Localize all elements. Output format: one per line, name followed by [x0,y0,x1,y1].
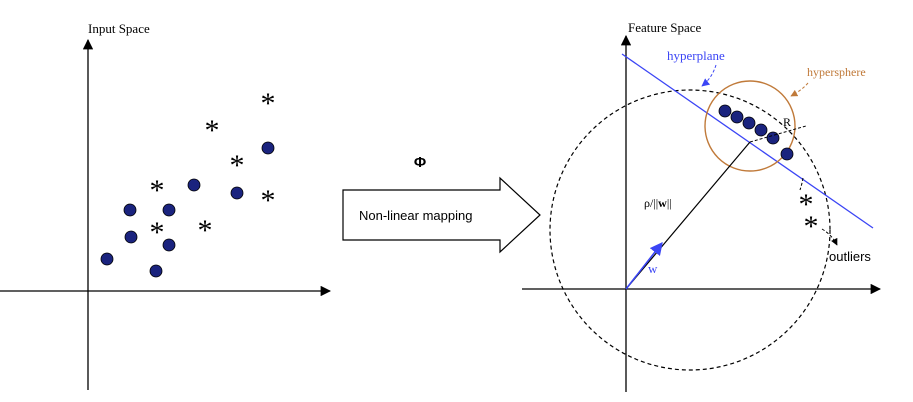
outliers-label: outliers [829,249,871,264]
data-point [100,252,114,266]
input-stars: * * * * * * * [150,87,276,249]
outlier-star: * [799,188,814,221]
data-point [230,186,244,200]
outliers-pointer [821,228,838,246]
data-point [766,131,780,145]
hyperplane-pointer [701,64,717,87]
feature-space-title: Feature Space [628,20,702,35]
input-points [100,141,275,278]
data-point [754,123,768,137]
distance-label-suffix: || [667,196,672,210]
star-marker: * [205,114,220,147]
input-space-panel: Input Space * * * * * * * [0,21,332,390]
dashed-boundary-circle [549,89,831,371]
mapping-arrow-label: Non-linear mapping [359,208,472,223]
distance-label: ρ/||w|| [644,196,672,210]
hyperplane-label: hyperplane [667,48,725,63]
star-marker: * [198,214,213,247]
data-point [187,178,201,192]
hypersphere-label: hypersphere [807,65,866,79]
hypersphere-pointer [790,82,809,97]
outliers-pointer-upper [799,177,804,191]
phi-label: Φ [414,154,426,171]
distance-line [625,141,751,290]
hypersphere-circle [704,80,796,172]
data-point [780,147,794,161]
star-marker: * [150,174,165,207]
data-point [162,203,176,217]
star-marker: * [230,149,245,182]
radius-label: R [783,115,791,129]
data-point [162,238,176,252]
data-point [123,203,137,217]
data-point [718,104,732,118]
hyperplane-line [621,53,874,229]
distance-label-w: w [658,196,667,210]
w-label: w [648,261,658,276]
outlier-star: * [804,210,819,243]
star-marker: * [261,184,276,217]
mapping-arrow [342,176,541,254]
input-space-title: Input Space [88,21,150,36]
distance-label-prefix: ρ/|| [644,196,658,210]
w-vector [625,241,663,290]
data-point [124,230,138,244]
star-marker: * [261,87,276,120]
outlier-stars: * * [799,188,819,243]
star-marker: * [150,216,165,249]
mapping-arrow-group: Φ Non-linear mapping [342,154,541,254]
data-point [742,116,756,130]
data-point [261,141,275,155]
feature-space-panel: Feature Space hyperplane hypersphere R ρ… [522,20,882,392]
data-point [730,110,744,124]
data-point [149,264,163,278]
feature-points [718,104,794,161]
